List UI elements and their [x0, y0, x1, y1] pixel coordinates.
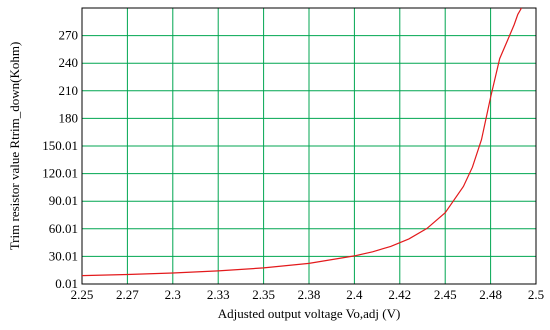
x-tick-label: 2.42 [388, 287, 411, 302]
x-tick-label: 2.25 [71, 287, 94, 302]
y-tick-label: 120.01 [42, 166, 78, 181]
y-tick-label: 180 [59, 110, 79, 125]
x-tick-label: 2.45 [434, 287, 457, 302]
y-tick-label: 30.01 [49, 248, 78, 263]
y-axis-ticks: 0.01 30.01 60.01 90.01 120.01 150.01 180 210 240… [42, 28, 78, 291]
y-tick-label: 240 [59, 55, 79, 70]
x-tick-label: 2.27 [116, 287, 139, 302]
x-tick-label: 2.38 [298, 287, 321, 302]
y-tick-label: 60.01 [49, 221, 78, 236]
y-tick-label: 210 [59, 83, 79, 98]
x-tick-label: 2.5 [528, 287, 544, 302]
y-axis-title: Trim resistor value Rtrim_down(Kohm) [7, 42, 22, 251]
grid [82, 8, 536, 284]
y-tick-label: 90.01 [49, 193, 78, 208]
x-tick-label: 2.33 [207, 287, 230, 302]
x-tick-label: 2.4 [346, 287, 363, 302]
y-tick-label: 270 [59, 28, 79, 43]
plot-frame [81, 7, 537, 285]
x-axis-title: Adjusted output voltage Vo,adj (V) [218, 306, 401, 321]
x-axis-ticks: 2.25 2.27 2.3 2.33 2.35 2.38 2.4 2.42 2.45 2.48 2.… [71, 287, 545, 302]
x-tick-label: 2.35 [252, 287, 275, 302]
y-tick-label: 150.01 [42, 138, 78, 153]
x-tick-label: 2.48 [479, 287, 502, 302]
y-tick-label: 0.01 [55, 276, 78, 291]
series-line [81, 7, 523, 277]
x-tick-label: 2.3 [165, 287, 181, 302]
